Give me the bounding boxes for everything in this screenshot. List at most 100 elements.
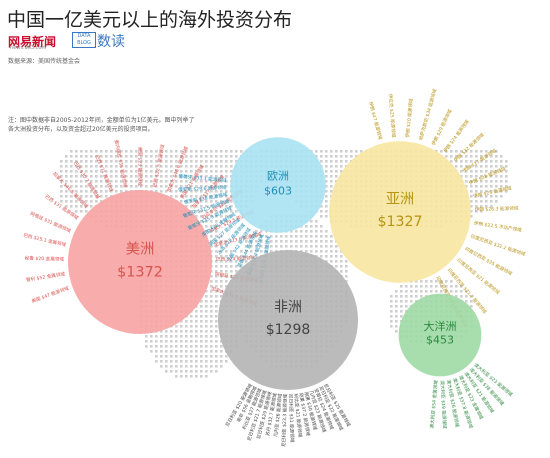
map-dot — [220, 345, 223, 348]
map-dot — [145, 340, 148, 343]
map-dot — [60, 195, 63, 198]
map-dot — [220, 255, 223, 258]
map-dot — [330, 255, 333, 258]
map-dot — [330, 170, 333, 173]
map-dot — [490, 200, 493, 203]
map-dot — [160, 150, 163, 153]
map-dot — [220, 360, 223, 363]
map-dot — [310, 225, 313, 228]
map-dot — [210, 325, 213, 328]
map-dot — [135, 160, 138, 163]
map-dot — [200, 335, 203, 338]
map-dot — [165, 175, 168, 178]
map-dot — [320, 250, 323, 253]
map-dot — [395, 325, 398, 328]
map-dot — [230, 155, 233, 158]
map-dot — [115, 190, 118, 193]
map-dot — [235, 270, 238, 273]
map-dot — [470, 175, 473, 178]
map-dot — [135, 170, 138, 173]
map-dot — [235, 155, 238, 158]
project-label: 巴西 $25.1 金属领域 — [23, 232, 67, 249]
map-dot — [490, 175, 493, 178]
map-dot — [215, 155, 218, 158]
map-dot — [500, 190, 503, 193]
map-dot — [310, 250, 313, 253]
map-dot — [215, 255, 218, 258]
map-dot — [485, 155, 488, 158]
map-dot — [215, 230, 218, 233]
map-dot — [150, 175, 153, 178]
map-dot — [320, 245, 323, 248]
map-dot — [205, 350, 208, 353]
map-dot — [225, 280, 228, 283]
map-dot — [200, 155, 203, 158]
map-dot — [265, 240, 268, 243]
map-dot — [305, 230, 308, 233]
map-dot — [180, 175, 183, 178]
map-dot — [185, 165, 188, 168]
map-dot — [210, 160, 213, 163]
map-dot — [85, 190, 88, 193]
map-dot — [390, 310, 393, 313]
map-dot — [335, 265, 338, 268]
map-dot — [120, 190, 123, 193]
map-dot — [500, 155, 503, 158]
map-dot — [220, 355, 223, 358]
map-dot — [165, 155, 168, 158]
map-dot — [125, 155, 128, 158]
map-dot — [90, 195, 93, 198]
map-dot — [395, 290, 398, 293]
map-dot — [165, 190, 168, 193]
map-dot — [200, 360, 203, 363]
map-dot — [225, 270, 228, 273]
map-dot — [245, 260, 248, 263]
map-dot — [210, 190, 213, 193]
map-dot — [215, 180, 218, 183]
map-dot — [470, 165, 473, 168]
map-dot — [195, 375, 198, 378]
map-dot — [195, 185, 198, 188]
map-dot — [135, 165, 138, 168]
map-dot — [70, 155, 73, 158]
map-dot — [415, 280, 418, 283]
map-dot — [465, 150, 468, 153]
map-dot — [170, 360, 173, 363]
map-dot — [100, 180, 103, 183]
map-dot — [240, 265, 243, 268]
map-dot — [325, 250, 328, 253]
map-dot — [185, 200, 188, 203]
map-dot — [490, 180, 493, 183]
map-dot — [415, 295, 418, 298]
map-dot — [315, 225, 318, 228]
map-dot — [440, 290, 443, 293]
map-dot — [95, 180, 98, 183]
map-dot — [155, 160, 158, 163]
map-dot — [75, 150, 78, 153]
project-label: 伊朗 $26.3 能源领域 — [475, 205, 519, 213]
map-dot — [175, 330, 178, 333]
map-dot — [290, 230, 293, 233]
map-dot — [70, 200, 73, 203]
map-dot — [200, 150, 203, 153]
map-dot — [80, 180, 83, 183]
map-dot — [330, 150, 333, 153]
map-dot — [260, 230, 263, 233]
map-dot — [190, 170, 193, 173]
map-dot — [200, 305, 203, 308]
project-label: 伊拉克 $25 能源领域 — [387, 93, 398, 138]
map-dot — [90, 150, 93, 153]
map-dot — [220, 235, 223, 238]
map-dot — [465, 300, 468, 303]
map-dot — [80, 195, 83, 198]
map-dot — [125, 175, 128, 178]
map-dot — [155, 335, 158, 338]
map-dot — [395, 320, 398, 323]
map-dot — [210, 240, 213, 243]
map-dot — [190, 175, 193, 178]
map-dot — [490, 195, 493, 198]
project-label: 伊朗 $22.5 不动产领域 — [473, 220, 522, 234]
map-dot — [150, 150, 153, 153]
map-dot — [210, 305, 213, 308]
map-dot — [60, 200, 63, 203]
